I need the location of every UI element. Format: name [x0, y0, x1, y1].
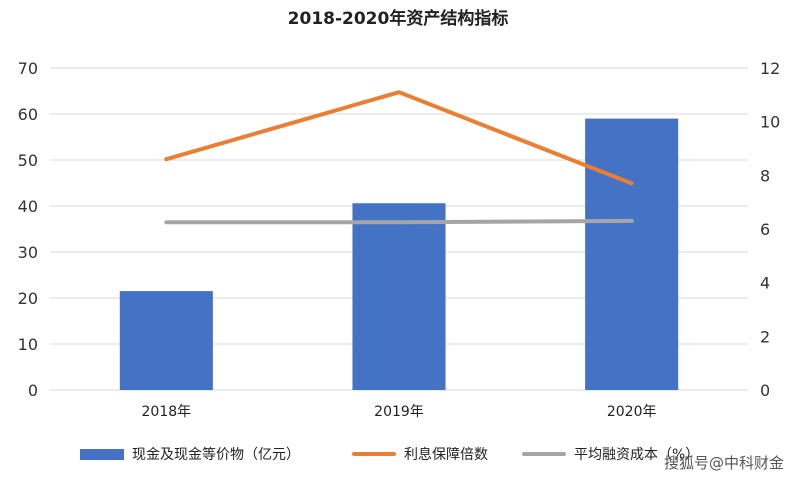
right-axis-tick-label: 8: [760, 166, 770, 185]
left-axis-tick-label: 40: [18, 197, 38, 216]
legend-label-cash: 现金及现金等价物（亿元）: [132, 447, 300, 463]
watermark: 搜狐号@中科财金: [663, 454, 784, 472]
left-axis-tick-label: 30: [18, 243, 38, 262]
right-axis-tick-label: 2: [760, 327, 770, 346]
left-axis-tick-label: 20: [18, 289, 38, 308]
left-axis-tick-label: 10: [18, 335, 38, 354]
legend: 现金及现金等价物（亿元） 利息保障倍数 平均融资成本（%）: [0, 440, 796, 468]
line-series-1: [164, 90, 634, 186]
right-axis-tick-label: 10: [760, 113, 780, 132]
line-series: [164, 90, 634, 225]
right-axis-tick-label: 4: [760, 274, 770, 293]
right-axis-tick-label: 6: [760, 220, 770, 239]
bar-2: [352, 203, 446, 390]
legend-item-cash: 现金及现金等价物（亿元）: [80, 444, 300, 464]
line-series-2: [164, 218, 634, 225]
legend-label-interest-coverage: 利息保障倍数: [404, 447, 488, 463]
left-axis-tick-label: 50: [18, 151, 38, 170]
left-axis-tick-label: 0: [28, 381, 38, 400]
legend-item-financing-cost: 平均融资成本（%）: [522, 444, 699, 464]
chart-title: 2018-2020年资产结构指标: [288, 8, 509, 29]
legend-swatch-interest-coverage: [352, 452, 396, 456]
left-axis-tick-label: 60: [18, 105, 38, 124]
chart: 2018-2020年资产结构指标 0 10 20 30 40 50 60 70 0 2 4 6 8 10…: [18, 8, 781, 420]
legend-item-interest-coverage: 利息保障倍数: [352, 444, 488, 464]
legend-swatch-cash: [80, 448, 124, 460]
left-axis-ticks: 0 10 20 30 40 50 60 70: [18, 59, 38, 400]
legend-label-financing-cost: 平均融资成本（%）: [574, 447, 700, 463]
legend-swatch-financing-cost: [522, 452, 566, 456]
bar-1: [119, 291, 213, 390]
bar-3: [585, 118, 679, 390]
x-axis-label: 2018年: [142, 404, 192, 420]
bar-series: [119, 118, 679, 390]
x-axis-labels: 2018年 2019年 2020年: [142, 404, 657, 420]
left-axis-tick-label: 70: [18, 59, 38, 78]
right-axis-tick-label: 0: [760, 381, 770, 400]
right-axis-ticks: 0 2 4 6 8 10 12: [760, 59, 780, 400]
x-axis-label: 2019年: [374, 404, 424, 420]
right-axis-tick-label: 12: [760, 59, 780, 78]
x-axis-label: 2020年: [607, 404, 657, 420]
